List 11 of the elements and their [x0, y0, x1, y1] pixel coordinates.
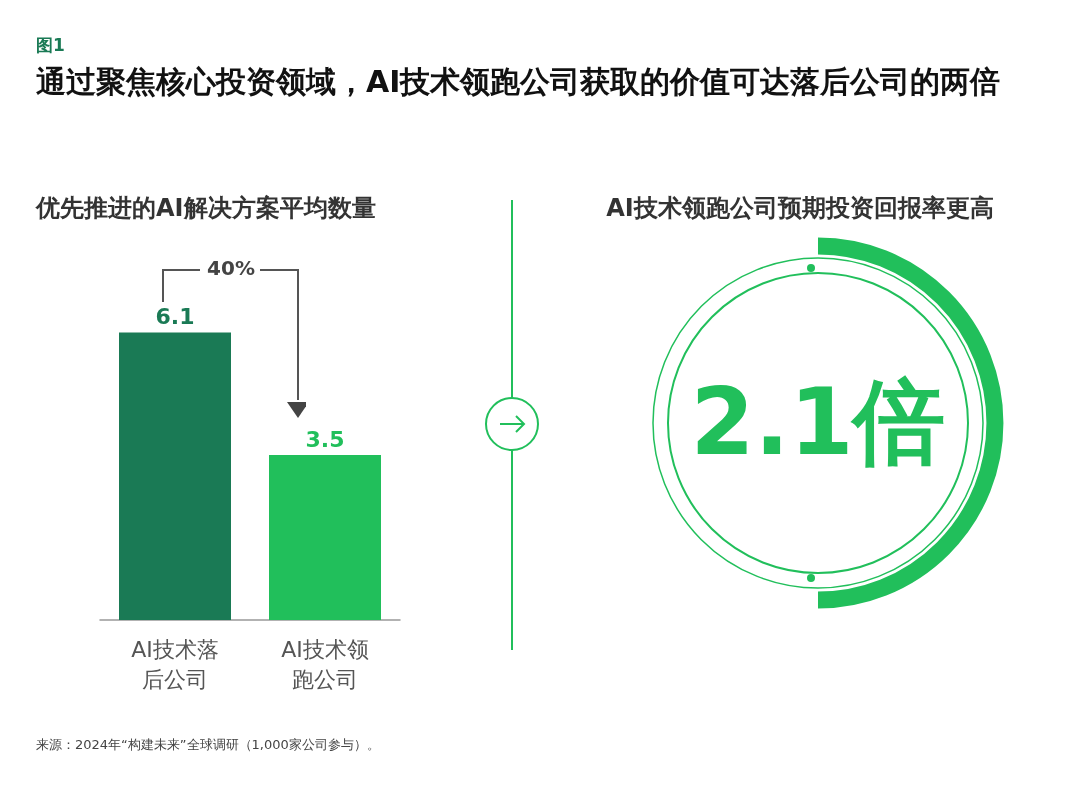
data-label: 6.1 [155, 303, 195, 329]
caption: 图1 [36, 34, 65, 57]
source-note: 来源：2024年“构建未来”全球调研（1,000家公司参与）。 [36, 736, 380, 754]
x-tick-label: AI技术落后公司 [131, 636, 219, 692]
x-tick-label: AI技术领跑公司 [281, 636, 369, 692]
data-label: 3.5 [305, 426, 345, 452]
text: AI技术领跑公司预期投资回报率更高 [605, 193, 995, 224]
text: 通过聚焦核心投资领域，AI技术领跑公司获取的价值可达落后公司的两倍 [36, 63, 1002, 101]
text: 40% [206, 256, 256, 280]
text: 2.1倍 [689, 368, 947, 478]
chart-title: 优先推进的AI解决方案平均数量 [36, 193, 376, 224]
